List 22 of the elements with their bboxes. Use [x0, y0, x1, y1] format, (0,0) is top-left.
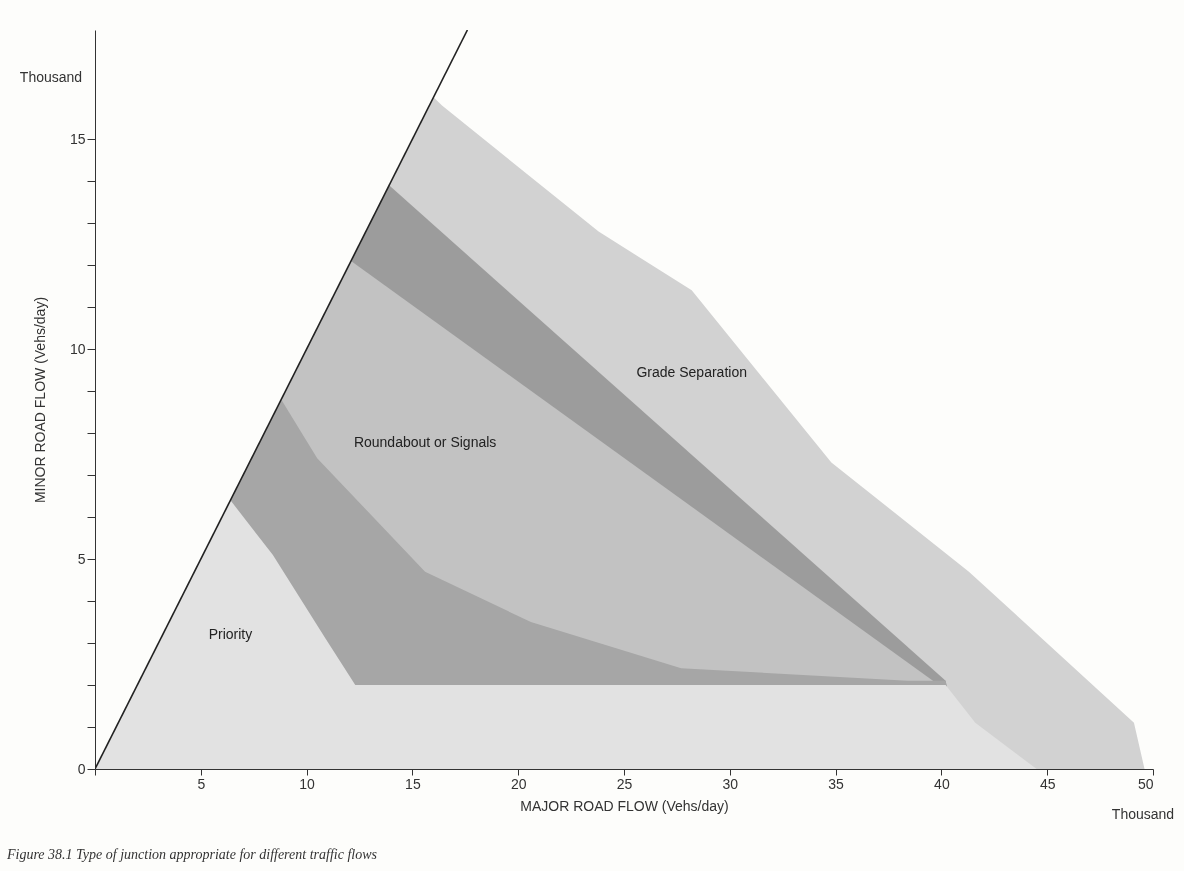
caption: Figure 38.1 Type of junction appropriate for different traffic flows	[6, 847, 378, 862]
y-tick-label: 15	[69, 130, 86, 147]
series-label: Roundabout or Signals	[353, 434, 497, 451]
x-tick-label: 40	[934, 775, 950, 792]
x-tick-label: 30	[722, 775, 739, 792]
x-tick-label: 25	[616, 775, 633, 792]
y-tick-label: 0	[77, 760, 86, 777]
x-tick-label: 10	[299, 775, 316, 792]
x-tick-label: 50	[1137, 775, 1154, 792]
series-label: Grade Separation	[636, 363, 747, 380]
x-tick-label: 35	[828, 775, 845, 792]
x-tick-label: 45	[1039, 775, 1056, 792]
y-tick-label: 10	[69, 340, 86, 357]
x-tick-label: 15	[405, 775, 421, 792]
x-tick-label: 20	[510, 775, 527, 792]
text: Thousand	[1111, 806, 1175, 822]
series-label: Priority	[208, 625, 253, 642]
x-axis-title: MAJOR ROAD FLOW (Vehs/day)	[520, 797, 729, 814]
text: Thousand	[19, 69, 83, 85]
y-axis-title: MINOR ROAD FLOW (Vehs/day)	[31, 296, 48, 504]
x-tick-label: 5	[197, 775, 206, 792]
y-tick-label: 5	[77, 550, 86, 567]
